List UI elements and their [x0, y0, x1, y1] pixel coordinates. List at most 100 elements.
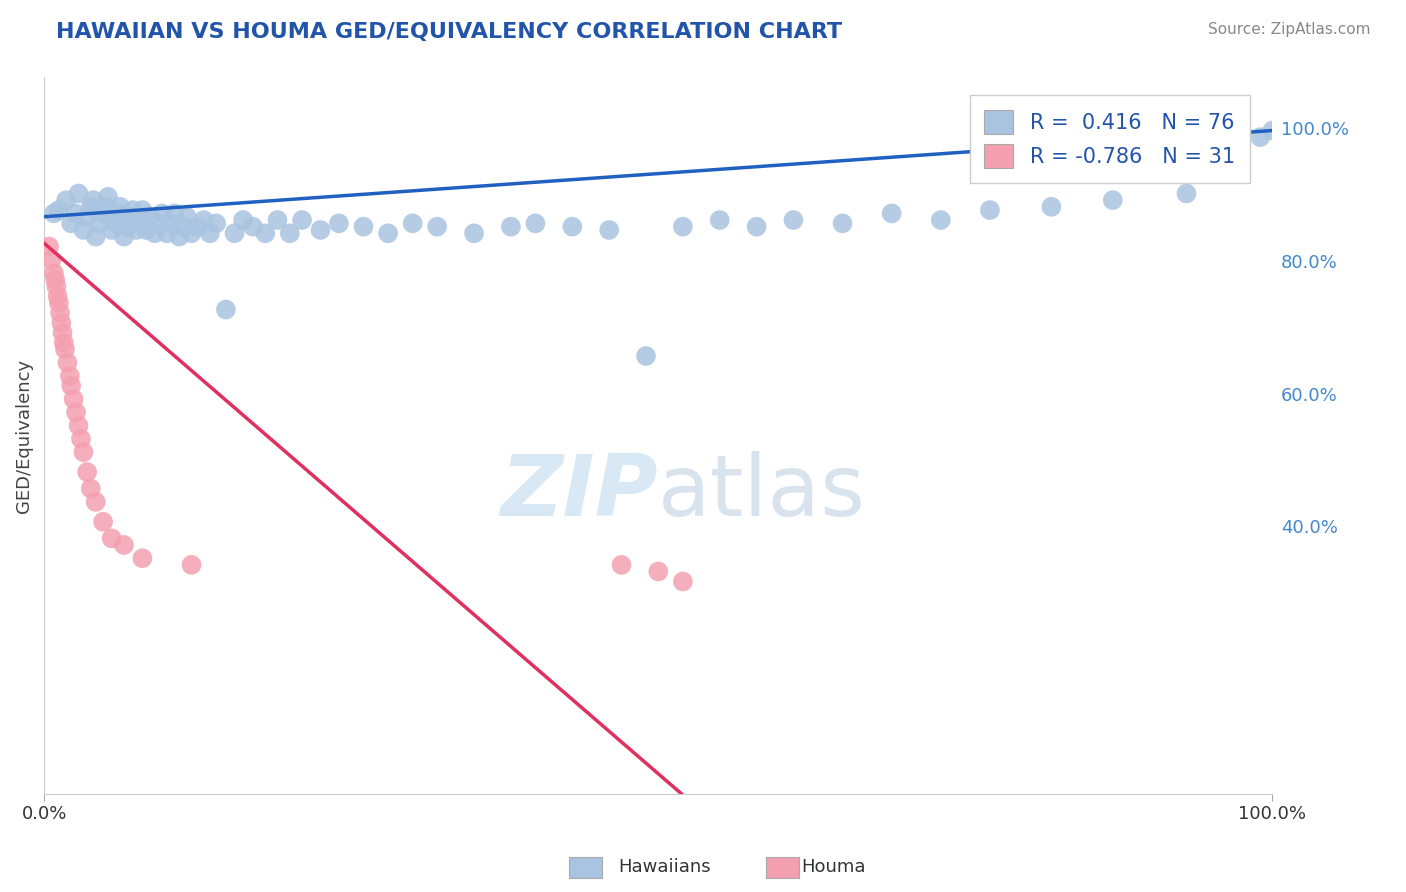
Point: [1225, 133, 1247, 147]
Point: [135, 223, 157, 237]
Point: [309, 223, 332, 237]
Point: [51, 326, 73, 340]
Point: [60, 216, 83, 230]
Point: [52, 335, 75, 350]
Point: [112, 538, 135, 552]
Point: [91, 515, 114, 529]
Point: [180, 227, 202, 241]
Point: [89, 216, 111, 230]
Point: [125, 223, 148, 237]
Point: [979, 203, 1001, 218]
Point: [254, 227, 277, 241]
Text: atlas: atlas: [658, 451, 866, 534]
Point: [112, 229, 135, 244]
Point: [929, 213, 952, 227]
Point: [121, 203, 143, 218]
Point: [72, 223, 94, 237]
Point: [80, 200, 103, 214]
Point: [561, 219, 583, 234]
Point: [84, 229, 107, 244]
Point: [156, 227, 179, 241]
Point: [48, 203, 70, 218]
Point: [353, 219, 375, 234]
Point: [80, 482, 103, 496]
Point: [401, 216, 423, 230]
Text: Source: ZipAtlas.com: Source: ZipAtlas.com: [1208, 22, 1371, 37]
Point: [672, 219, 695, 234]
Point: [45, 279, 67, 293]
Point: [291, 213, 314, 227]
Point: [48, 296, 70, 310]
Point: [163, 206, 186, 220]
Point: [1249, 130, 1271, 145]
Text: HAWAIIAN VS HOUMA GED/EQUIVALENCY CORRELATION CHART: HAWAIIAN VS HOUMA GED/EQUIVALENCY CORREL…: [56, 22, 842, 42]
Point: [53, 343, 76, 357]
Point: [148, 216, 170, 230]
Point: [782, 213, 804, 227]
Point: [100, 223, 122, 237]
Point: [463, 227, 485, 241]
Point: [880, 206, 903, 220]
Point: [215, 302, 238, 317]
Point: [1101, 193, 1123, 207]
Point: [120, 210, 142, 224]
Point: [44, 273, 66, 287]
Point: [610, 558, 633, 572]
Point: [709, 213, 731, 227]
Point: [110, 200, 132, 214]
Point: [176, 210, 198, 224]
Point: [634, 349, 657, 363]
Point: [100, 532, 122, 546]
Point: [46, 289, 69, 303]
Text: 40.0%: 40.0%: [1281, 519, 1337, 537]
Text: Houma: Houma: [801, 858, 866, 876]
Point: [598, 223, 620, 237]
Y-axis label: GED/Equivalency: GED/Equivalency: [15, 359, 32, 513]
Point: [180, 558, 202, 572]
Legend: R =  0.416   N = 76, R = -0.786   N = 31: R = 0.416 N = 76, R = -0.786 N = 31: [970, 95, 1250, 183]
Point: [159, 216, 181, 230]
Point: [65, 405, 87, 419]
Point: [266, 213, 288, 227]
Point: [42, 206, 65, 220]
Point: [38, 239, 60, 253]
Point: [377, 227, 399, 241]
Point: [60, 379, 83, 393]
Point: [1261, 123, 1284, 137]
Text: ZIP: ZIP: [501, 451, 658, 534]
Point: [524, 216, 547, 230]
Point: [1175, 186, 1198, 201]
Point: [205, 216, 228, 230]
Point: [1040, 200, 1063, 214]
Point: [97, 190, 120, 204]
Point: [84, 495, 107, 509]
Text: 100.0%: 100.0%: [1281, 121, 1348, 139]
Point: [67, 418, 90, 433]
Text: Hawaiians: Hawaiians: [619, 858, 711, 876]
Point: [831, 216, 853, 230]
Point: [117, 219, 139, 234]
Point: [63, 206, 86, 220]
Point: [278, 227, 301, 241]
Point: [59, 368, 82, 383]
Point: [745, 219, 768, 234]
Point: [91, 206, 114, 220]
Point: [647, 565, 669, 579]
Point: [104, 216, 127, 230]
Point: [198, 227, 221, 241]
Point: [193, 213, 215, 227]
Point: [82, 193, 104, 207]
Point: [76, 465, 98, 479]
Text: 80.0%: 80.0%: [1281, 254, 1337, 272]
Point: [150, 206, 173, 220]
Point: [62, 392, 84, 406]
Point: [72, 445, 94, 459]
Point: [56, 356, 79, 370]
Point: [187, 219, 209, 234]
Point: [242, 219, 264, 234]
Point: [224, 227, 246, 241]
Point: [70, 432, 93, 446]
Point: [51, 316, 73, 330]
Point: [167, 229, 190, 244]
Point: [42, 266, 65, 280]
